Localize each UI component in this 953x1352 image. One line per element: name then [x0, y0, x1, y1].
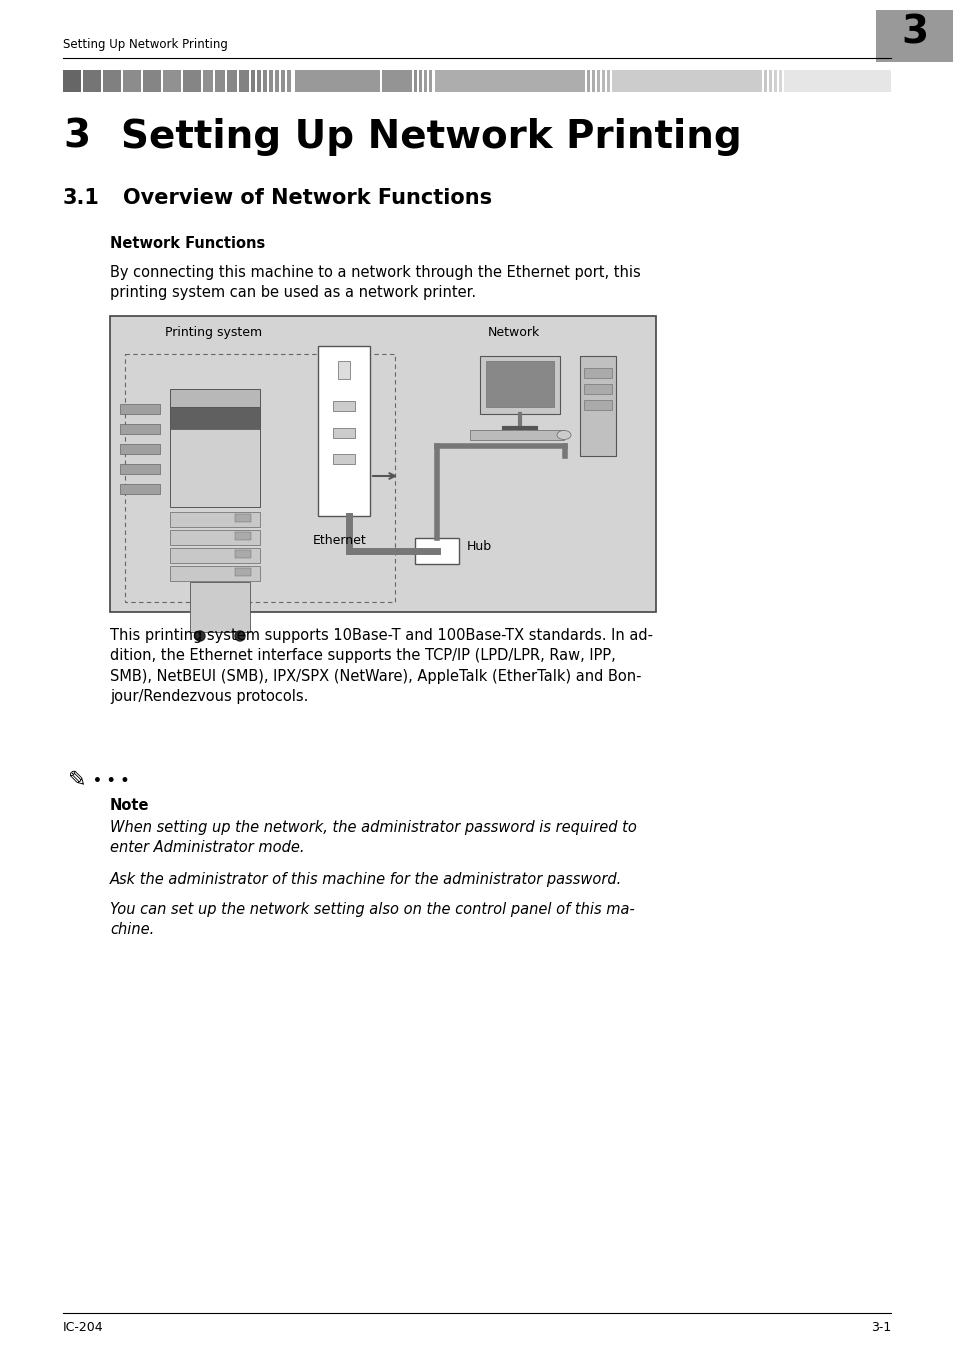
Ellipse shape	[557, 430, 571, 439]
Text: 3-1: 3-1	[870, 1321, 890, 1334]
Text: You can set up the network setting also on the control panel of this ma-
chine.: You can set up the network setting also …	[110, 902, 634, 937]
Text: 3: 3	[901, 14, 927, 51]
Bar	[269, 70, 273, 92]
Bar	[239, 70, 249, 92]
Bar	[120, 464, 160, 475]
Bar	[120, 425, 160, 434]
Bar	[381, 70, 412, 92]
Bar	[333, 454, 355, 464]
Circle shape	[234, 631, 245, 641]
Bar	[435, 70, 584, 92]
Text: When setting up the network, the administrator password is required to
enter Adm: When setting up the network, the adminis…	[110, 821, 637, 856]
Text: IC-204: IC-204	[63, 1321, 104, 1334]
Bar	[170, 530, 260, 545]
Bar	[227, 70, 236, 92]
Bar	[203, 70, 213, 92]
Bar	[170, 389, 260, 407]
Bar	[163, 70, 181, 92]
Text: Ethernet: Ethernet	[313, 534, 366, 548]
Bar	[123, 70, 141, 92]
Bar	[783, 70, 890, 92]
Bar	[103, 70, 121, 92]
Bar	[125, 354, 395, 602]
Bar	[583, 384, 612, 393]
Bar	[274, 70, 278, 92]
Bar	[83, 70, 101, 92]
Bar	[143, 70, 161, 92]
Text: Setting Up Network Printing: Setting Up Network Printing	[63, 38, 228, 51]
Text: Printing system: Printing system	[165, 326, 262, 339]
Bar	[120, 404, 160, 414]
Bar	[110, 316, 656, 612]
Bar	[251, 70, 254, 92]
Text: Network: Network	[488, 326, 539, 339]
Text: Setting Up Network Printing: Setting Up Network Printing	[121, 118, 741, 155]
Bar	[601, 70, 604, 92]
Bar	[190, 581, 250, 631]
Bar	[415, 538, 458, 564]
Bar	[612, 70, 761, 92]
Text: Note: Note	[110, 798, 150, 813]
Bar	[183, 70, 201, 92]
Bar	[234, 531, 251, 539]
Text: Ask the administrator of this machine for the administrator password.: Ask the administrator of this machine fo…	[110, 872, 621, 887]
Bar	[768, 70, 771, 92]
Bar	[170, 548, 260, 562]
Bar	[418, 70, 421, 92]
Bar	[120, 484, 160, 493]
Bar	[583, 400, 612, 410]
Text: This printing system supports 10Base-T and 100Base-TX standards. In ad-
dition, : This printing system supports 10Base-T a…	[110, 627, 652, 704]
Bar	[170, 407, 260, 507]
Bar	[586, 70, 589, 92]
Text: • • •: • • •	[92, 773, 130, 788]
Bar	[337, 361, 350, 379]
Bar	[606, 70, 609, 92]
Bar	[479, 356, 559, 414]
Bar	[429, 70, 432, 92]
Text: Hub: Hub	[467, 539, 492, 553]
Bar	[170, 566, 260, 581]
Bar	[333, 429, 355, 438]
Bar	[414, 70, 416, 92]
Bar	[234, 568, 251, 576]
Bar	[281, 70, 285, 92]
Bar	[579, 356, 616, 456]
Bar	[423, 70, 427, 92]
Text: By connecting this machine to a network through the Ethernet port, this
printing: By connecting this machine to a network …	[110, 265, 640, 300]
Bar	[256, 70, 261, 92]
Bar	[317, 346, 370, 516]
Bar	[120, 443, 160, 454]
Text: ✎: ✎	[68, 771, 87, 790]
Bar	[875, 9, 953, 62]
Bar	[597, 70, 599, 92]
Bar	[773, 70, 776, 92]
Bar	[294, 70, 379, 92]
Bar	[287, 70, 291, 92]
Bar	[170, 512, 260, 527]
Circle shape	[194, 631, 205, 641]
Bar	[485, 361, 554, 407]
Bar	[592, 70, 595, 92]
Bar	[763, 70, 766, 92]
Text: Network Functions: Network Functions	[110, 237, 265, 251]
Bar	[234, 550, 251, 558]
Bar	[333, 402, 355, 411]
Bar	[214, 70, 225, 92]
Bar	[583, 368, 612, 379]
Text: 3.1: 3.1	[63, 188, 100, 208]
Bar	[263, 70, 267, 92]
Text: Overview of Network Functions: Overview of Network Functions	[123, 188, 492, 208]
Bar	[779, 70, 781, 92]
Bar	[170, 407, 260, 429]
Bar	[470, 430, 563, 439]
Bar	[63, 70, 81, 92]
Text: 3: 3	[63, 118, 90, 155]
Bar	[234, 514, 251, 522]
